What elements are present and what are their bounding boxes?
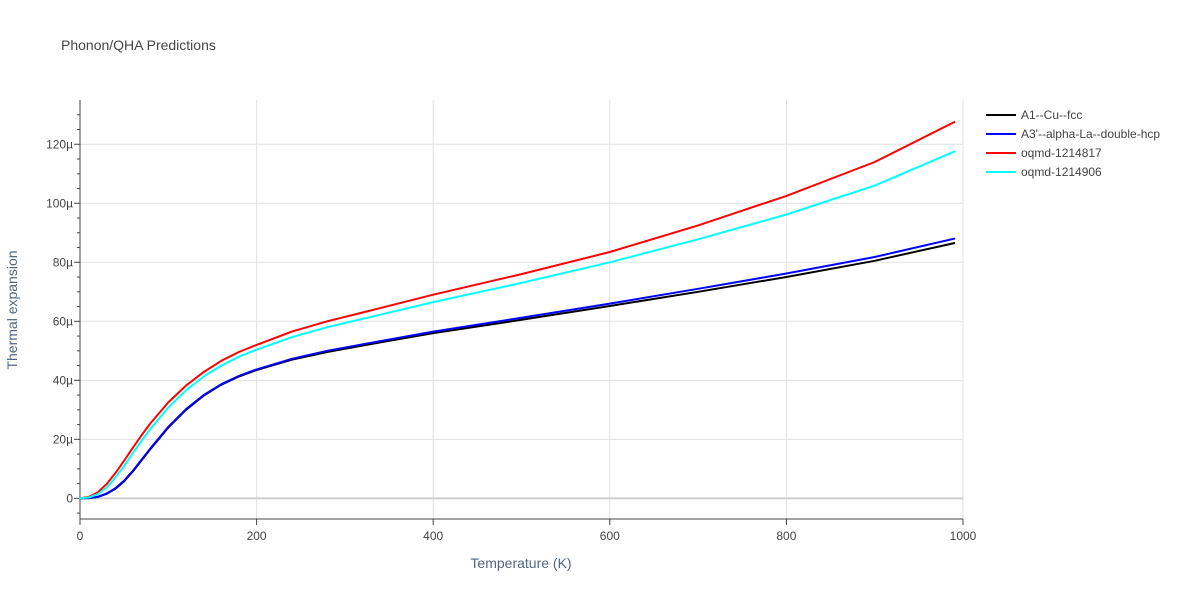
y-axis-title: Thermal expansion [4, 250, 20, 369]
x-tick-label: 800 [776, 529, 796, 543]
y-tick-label: 100µ [46, 196, 73, 210]
gridlines [80, 100, 964, 519]
legend[interactable]: A1--Cu--fcc A3'--alpha-La--double-hcp oqmd… [986, 108, 1160, 179]
x-tick-label: 200 [247, 529, 267, 543]
legend-item[interactable]: oqmd-1214906 [986, 165, 1102, 179]
legend-label: oqmd-1214906 [1021, 165, 1102, 179]
axes: 0 200 400 600 800 1000 0 20µ 40µ 60µ 80µ 100µ 120µ [46, 100, 977, 543]
y-tick-label: 60µ [53, 314, 73, 328]
x-tick-label: 1000 [950, 529, 977, 543]
x-axis-title: Temperature (K) [470, 555, 571, 571]
series-line-a3-alpha-la-double-hcp [79, 237, 956, 500]
chart-title: Phonon/QHA Predictions [61, 37, 216, 53]
legend-item[interactable]: A3'--alpha-La--double-hcp [986, 127, 1160, 141]
y-tick-label: 40µ [53, 373, 73, 387]
series-line-oqmd-1214817 [79, 121, 956, 500]
x-tick-label: 600 [600, 529, 620, 543]
y-tick-label: 80µ [53, 255, 73, 269]
legend-item[interactable]: oqmd-1214817 [986, 146, 1102, 160]
x-tick-label: 400 [423, 529, 443, 543]
series-line-oqmd-1214906 [79, 150, 956, 500]
y-tick-label: 20µ [53, 432, 73, 446]
legend-item[interactable]: A1--Cu--fcc [986, 108, 1082, 122]
legend-label: oqmd-1214817 [1021, 146, 1102, 160]
legend-label: A1--Cu--fcc [1021, 108, 1082, 122]
y-tick-label: 120µ [46, 137, 73, 151]
x-tick-label: 0 [77, 529, 84, 543]
y-tick-label: 0 [66, 491, 73, 505]
series-lines [79, 121, 956, 500]
legend-label: A3'--alpha-La--double-hcp [1021, 127, 1160, 141]
